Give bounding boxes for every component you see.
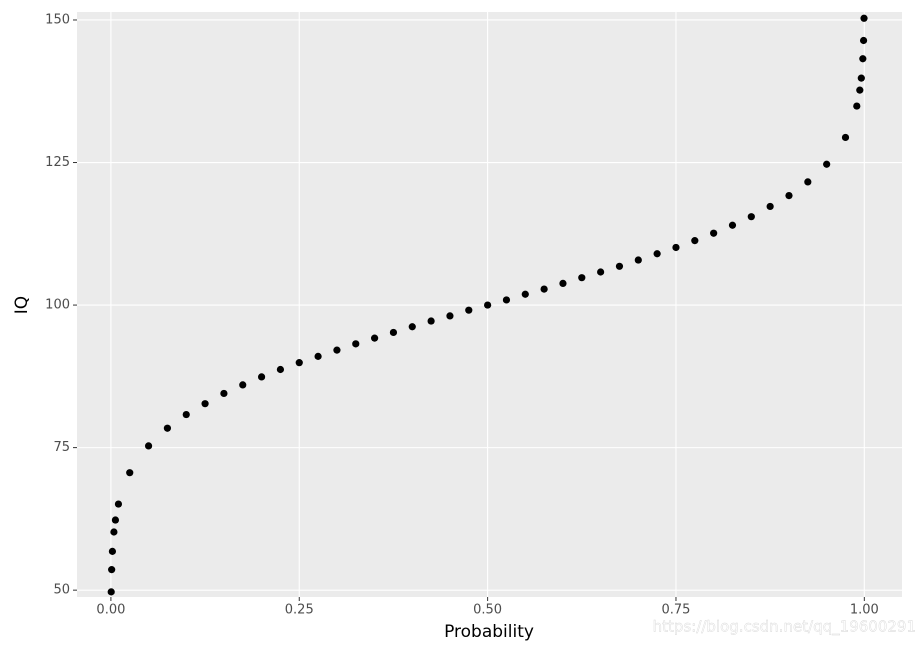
point bbox=[108, 566, 116, 574]
x-tick-label: 0.25 bbox=[285, 603, 314, 618]
point bbox=[276, 365, 285, 374]
point bbox=[804, 178, 812, 186]
point bbox=[710, 229, 718, 237]
points bbox=[107, 14, 868, 596]
x-axis-title: Probability bbox=[444, 622, 534, 642]
point bbox=[182, 410, 190, 419]
y-tick-label: 125 bbox=[45, 155, 70, 170]
point bbox=[333, 346, 341, 354]
point bbox=[559, 279, 567, 288]
point bbox=[111, 516, 120, 524]
point bbox=[766, 202, 774, 211]
point bbox=[728, 221, 737, 229]
point bbox=[597, 268, 605, 276]
point bbox=[314, 352, 322, 360]
point bbox=[857, 74, 865, 82]
y-tick-label: 100 bbox=[45, 298, 70, 313]
x-tick-label: 0.00 bbox=[96, 603, 125, 618]
point bbox=[110, 528, 118, 536]
y-tick-label: 75 bbox=[53, 440, 70, 455]
point bbox=[352, 340, 360, 348]
point bbox=[615, 262, 624, 270]
point bbox=[785, 191, 793, 200]
point bbox=[427, 317, 435, 325]
point bbox=[859, 55, 867, 63]
point bbox=[856, 86, 864, 94]
watermark: https://blog.csdn.net/qq_19600291 bbox=[653, 618, 916, 637]
point bbox=[747, 213, 755, 221]
point bbox=[107, 588, 115, 596]
point bbox=[114, 500, 123, 508]
point bbox=[841, 133, 850, 142]
point bbox=[201, 400, 209, 408]
point bbox=[484, 301, 492, 309]
point bbox=[672, 243, 680, 252]
point bbox=[220, 389, 228, 398]
x-tick-label: 0.75 bbox=[661, 603, 690, 618]
point bbox=[257, 373, 266, 381]
point bbox=[239, 381, 247, 389]
point bbox=[446, 312, 454, 320]
point bbox=[108, 547, 117, 555]
point bbox=[465, 306, 473, 314]
point bbox=[144, 442, 153, 450]
point bbox=[540, 285, 548, 293]
y-axis-title: IQ bbox=[12, 296, 32, 314]
point bbox=[502, 296, 511, 304]
point bbox=[295, 359, 303, 367]
point bbox=[634, 256, 642, 264]
point bbox=[823, 160, 831, 168]
point bbox=[371, 334, 379, 342]
point bbox=[126, 469, 134, 477]
y-tick-label: 150 bbox=[45, 12, 70, 27]
point bbox=[653, 250, 661, 258]
point bbox=[521, 290, 529, 298]
point bbox=[163, 424, 172, 432]
point bbox=[859, 36, 868, 45]
point bbox=[860, 14, 868, 22]
y-tick-label: 50 bbox=[53, 583, 70, 598]
point bbox=[691, 237, 699, 245]
point bbox=[408, 323, 416, 331]
point bbox=[853, 102, 861, 110]
point bbox=[389, 328, 398, 337]
point bbox=[578, 274, 586, 282]
x-tick-label: 0.50 bbox=[473, 603, 502, 618]
x-tick-label: 1.00 bbox=[850, 603, 879, 618]
